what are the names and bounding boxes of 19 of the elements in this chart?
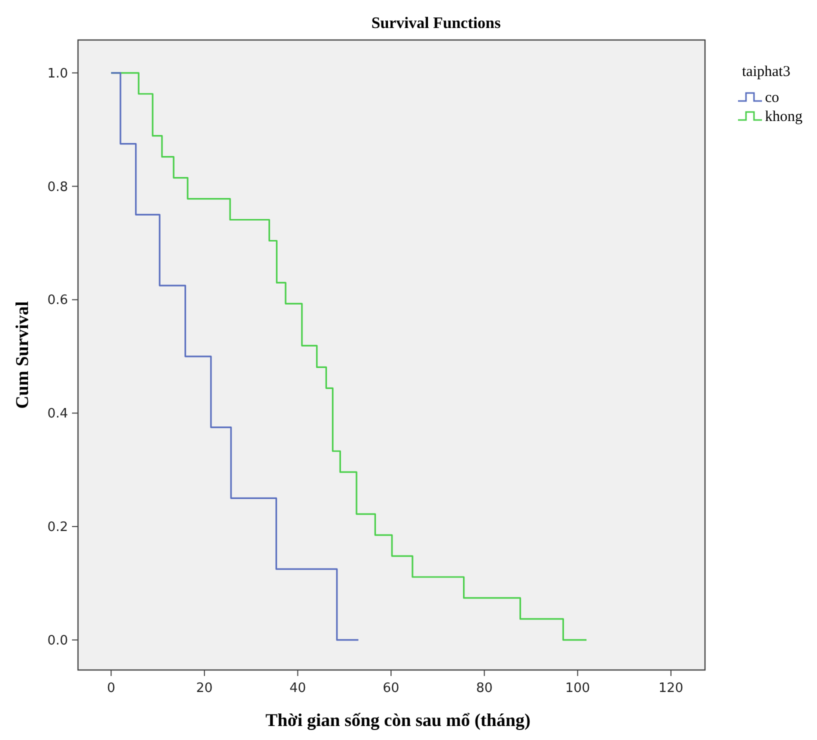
x-tick-label: 80 — [476, 681, 493, 696]
y-tick-label: 0.6 — [47, 293, 68, 308]
y-tick-label: 1.0 — [47, 66, 68, 82]
y-axis-title: Cum Survival — [12, 301, 32, 409]
chart-title: Survival Functions — [371, 15, 501, 32]
x-axis-title: Thời gian sống còn sau mổ (tháng) — [265, 710, 531, 730]
legend-title: taiphat3 — [742, 64, 790, 80]
y-tick-label: 0.4 — [47, 406, 68, 422]
legend-label: co — [765, 90, 780, 106]
x-tick-label: 120 — [658, 681, 684, 696]
x-tick-label: 100 — [565, 681, 590, 696]
y-tick-label: 0.8 — [47, 180, 68, 195]
legend-label: khong — [765, 109, 803, 125]
y-tick-label: 0.2 — [47, 520, 68, 536]
x-tick-label: 20 — [196, 681, 213, 696]
y-tick-label: 0.0 — [47, 633, 68, 648]
x-tick-label: 40 — [289, 681, 306, 696]
x-tick-label: 0 — [106, 681, 116, 696]
x-tick-label: 60 — [382, 681, 400, 696]
